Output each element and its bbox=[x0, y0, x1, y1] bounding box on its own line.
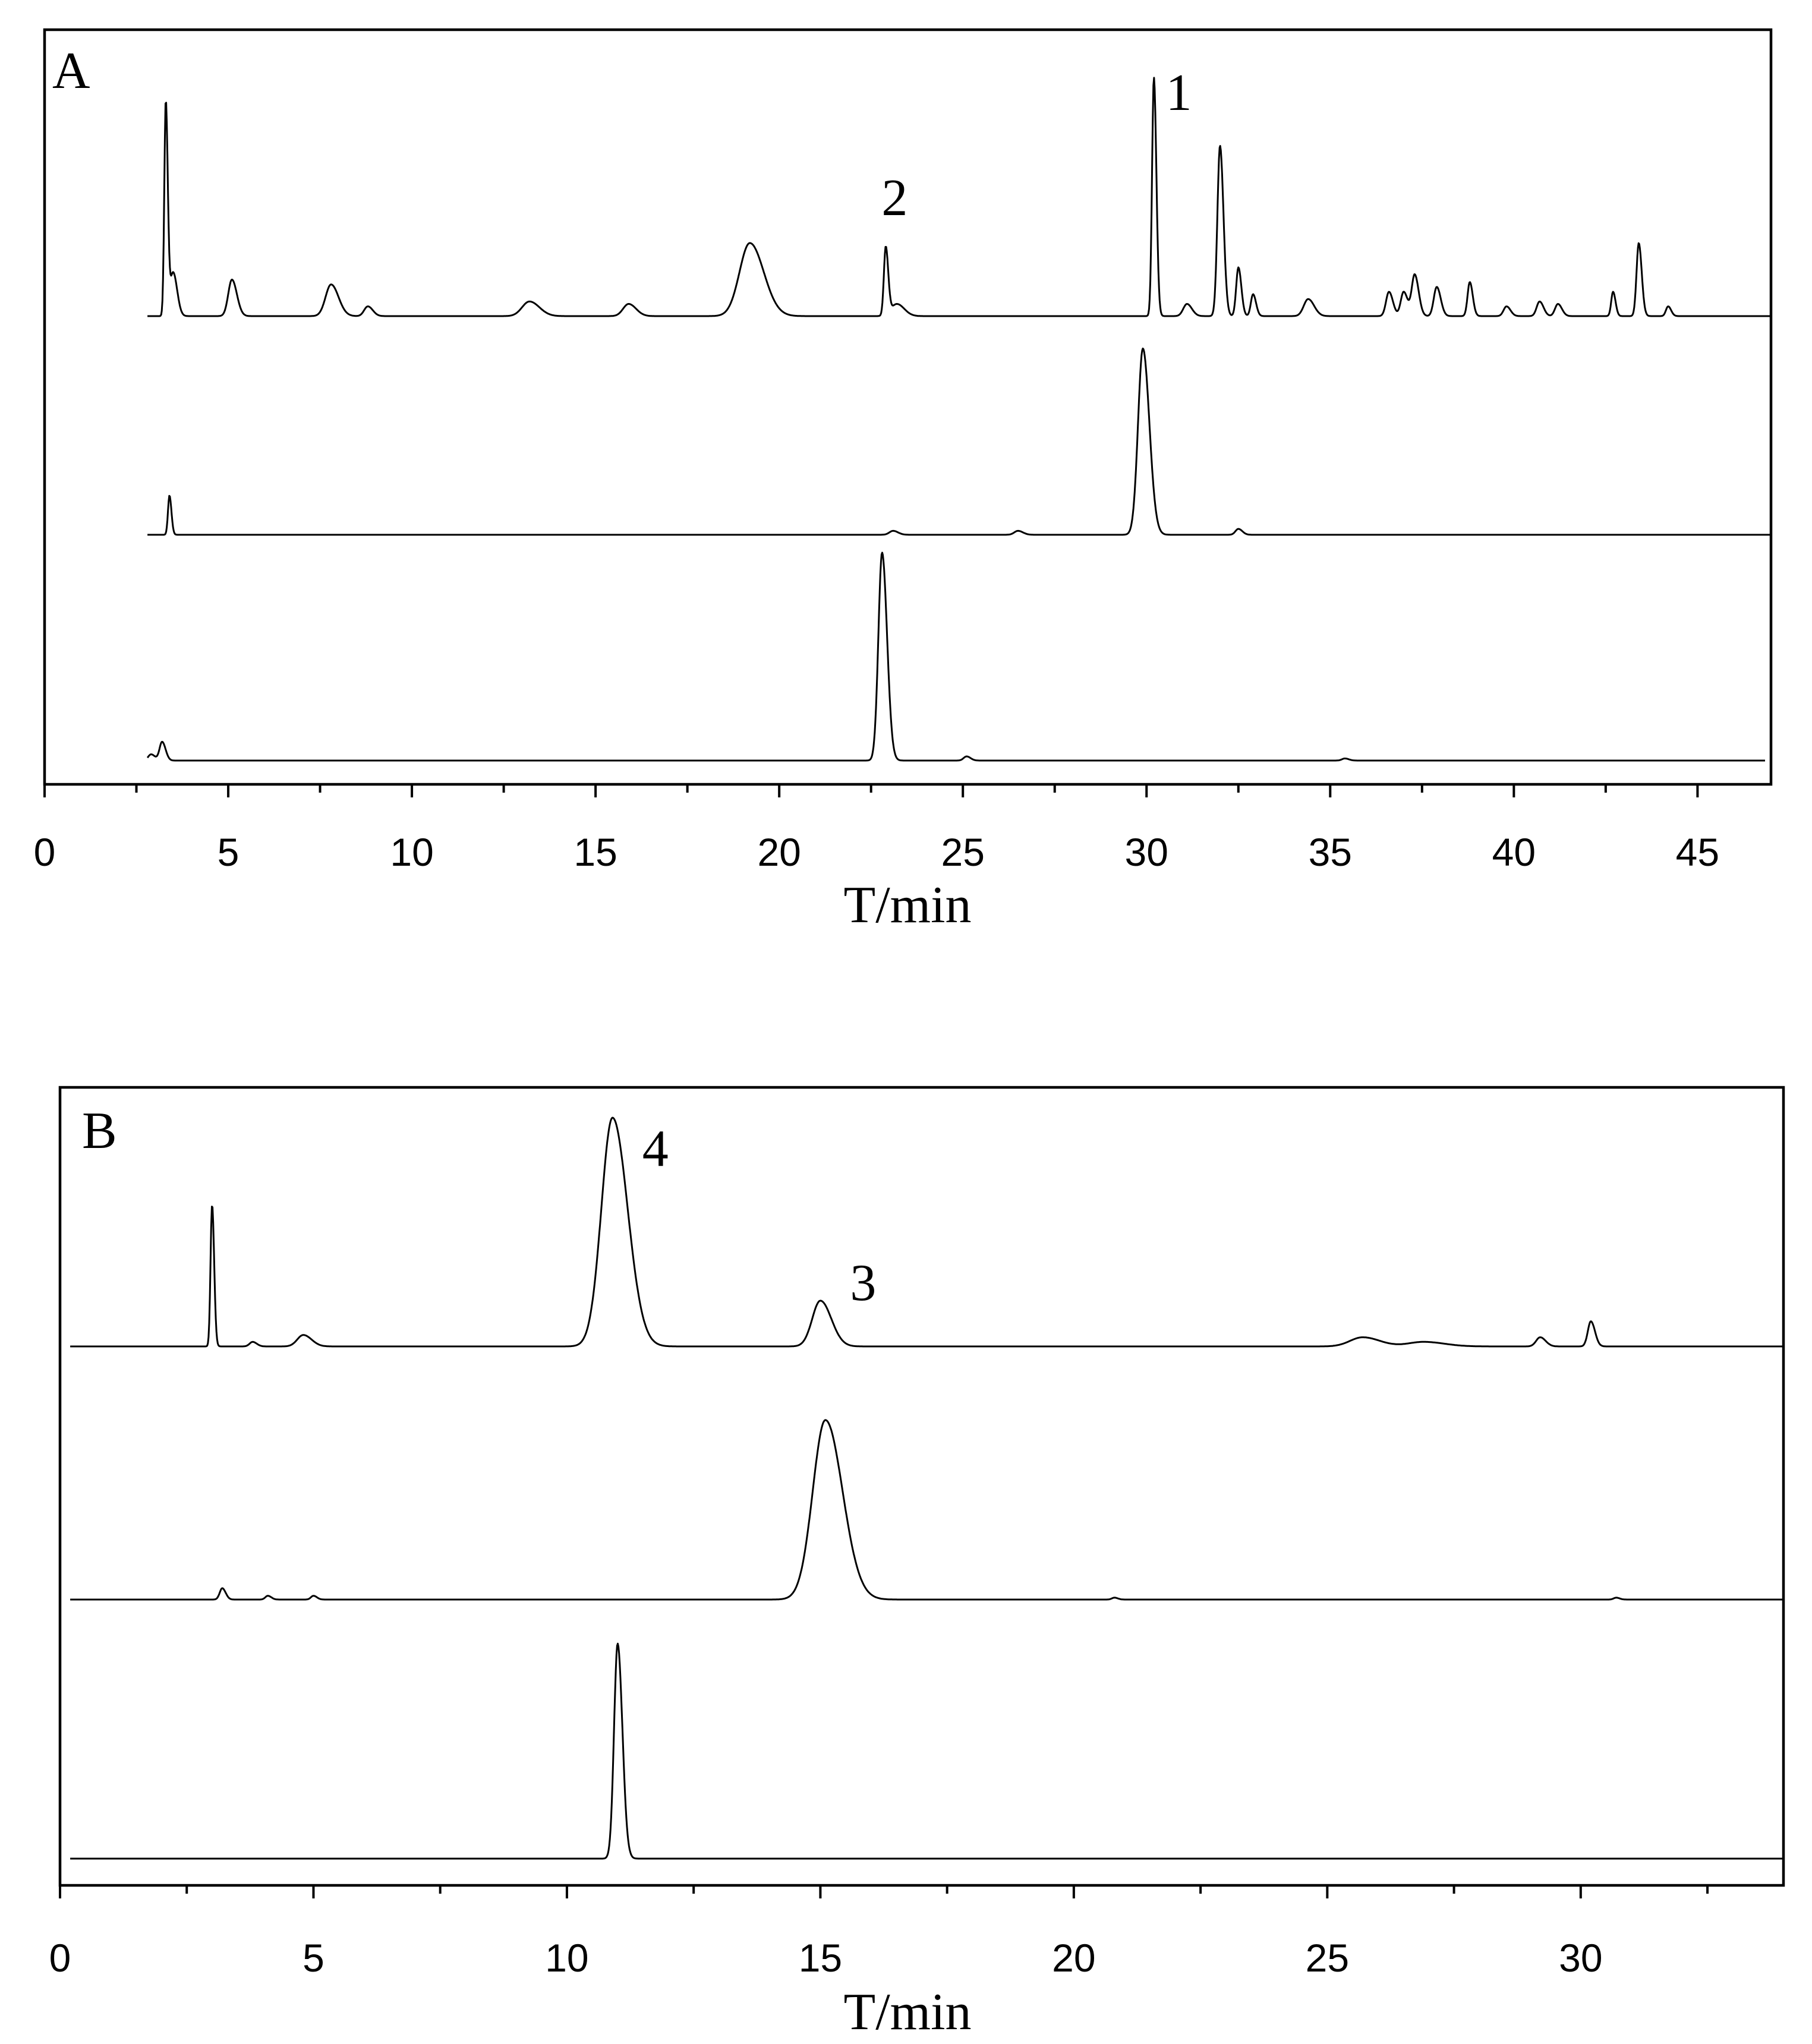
panel-b-peak-labels: 43 bbox=[642, 1120, 877, 1312]
panel-a-x-axis: 0 5 10 15 20 25 30 35 40 45 bbox=[34, 784, 1719, 874]
panel-b-peak-label-3: 3 bbox=[850, 1254, 876, 1312]
panel-b-trace-1 bbox=[70, 1116, 1784, 1348]
panel-a-trace-3 bbox=[146, 551, 1766, 762]
panel-a-tick-label: 45 bbox=[1676, 830, 1719, 874]
panel-a-tick-label: 5 bbox=[218, 830, 240, 874]
panel-a-trace-1 bbox=[147, 77, 1772, 317]
panel-b-tick-label: 25 bbox=[1306, 1936, 1349, 1980]
panel-b-trace-3 bbox=[70, 1642, 1784, 1860]
panel-a-tick-label: 25 bbox=[941, 830, 985, 874]
panel-b-tick-label: 15 bbox=[799, 1936, 842, 1980]
panel-a: A 0 5 10 15 20 25 30 35 40 45 12 T/min bbox=[34, 28, 1773, 934]
panel-b-x-axis-title: T/min bbox=[843, 1983, 971, 2041]
panel-a-tick-label: 35 bbox=[1309, 830, 1352, 874]
panel-b-trace-2 bbox=[70, 1419, 1784, 1601]
panel-a-trace-2 bbox=[147, 348, 1772, 536]
panel-a-tick-label: 30 bbox=[1125, 830, 1168, 874]
panel-b: B 0 5 10 15 20 25 30 43 T/min bbox=[49, 1086, 1785, 2041]
panel-b-label: B bbox=[82, 1102, 117, 1160]
panel-b-plot-frame bbox=[58, 1086, 1785, 1887]
panel-b-tick-label: 20 bbox=[1052, 1936, 1095, 1980]
panel-b-tick-label: 0 bbox=[49, 1936, 71, 1980]
panel-a-traces bbox=[146, 77, 1772, 762]
panel-a-tick-label: 10 bbox=[390, 830, 433, 874]
panel-a-x-axis-title: T/min bbox=[843, 876, 971, 934]
panel-a-label: A bbox=[52, 42, 90, 100]
panel-b-tick-label: 30 bbox=[1559, 1936, 1602, 1980]
panel-a-tick-label: 0 bbox=[34, 830, 56, 874]
panel-a-peak-labels: 12 bbox=[881, 64, 1192, 227]
panel-a-peak-label-2: 2 bbox=[881, 169, 907, 227]
panel-a-plot-frame bbox=[43, 28, 1773, 786]
panel-b-peak-label-4: 4 bbox=[642, 1120, 669, 1178]
panel-b-x-axis: 0 5 10 15 20 25 30 bbox=[49, 1885, 1709, 1980]
panel-b-tick-label: 5 bbox=[302, 1936, 324, 1980]
panel-b-traces bbox=[70, 1116, 1784, 1860]
panel-a-tick-label: 20 bbox=[757, 830, 801, 874]
panel-a-tick-label: 40 bbox=[1492, 830, 1536, 874]
panel-a-peak-label-1: 1 bbox=[1166, 64, 1192, 122]
panel-b-tick-label: 10 bbox=[545, 1936, 588, 1980]
panel-a-tick-label: 15 bbox=[573, 830, 617, 874]
